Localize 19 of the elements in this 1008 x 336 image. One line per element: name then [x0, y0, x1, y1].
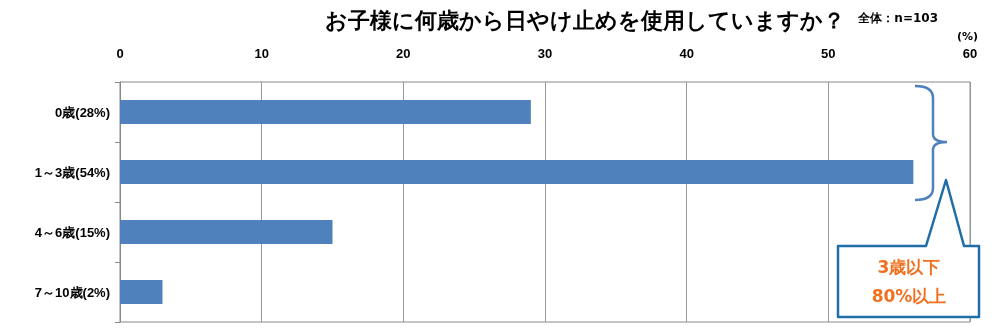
bar — [120, 160, 914, 184]
annotation: 3歳以下 80%以上 — [870, 256, 948, 308]
x-tick-label: 60 — [962, 46, 978, 61]
y-tick-label: 0歳(28%) — [55, 104, 110, 120]
x-axis-title: (%) — [956, 30, 978, 43]
x-tick-label: 50 — [821, 46, 836, 61]
y-tick-label: 7～10歳(2%) — [34, 284, 110, 300]
x-tick-label: 40 — [679, 46, 694, 61]
x-tick-label: 10 — [254, 46, 269, 61]
text: 全体：n=103 — [858, 10, 938, 27]
bar — [120, 100, 531, 124]
x-tick-label: 30 — [537, 46, 553, 61]
x-tick-label: 0 — [116, 46, 124, 61]
chart-title: お子様に何歳から日やけ止めを使用していますか？ — [325, 7, 845, 33]
y-tick-label: 1～3歳(54%) — [34, 164, 110, 180]
y-tick-label: 4～6歳(15%) — [34, 224, 110, 240]
bar — [120, 280, 163, 304]
x-tick-label: 20 — [396, 46, 411, 61]
bar — [120, 220, 333, 244]
